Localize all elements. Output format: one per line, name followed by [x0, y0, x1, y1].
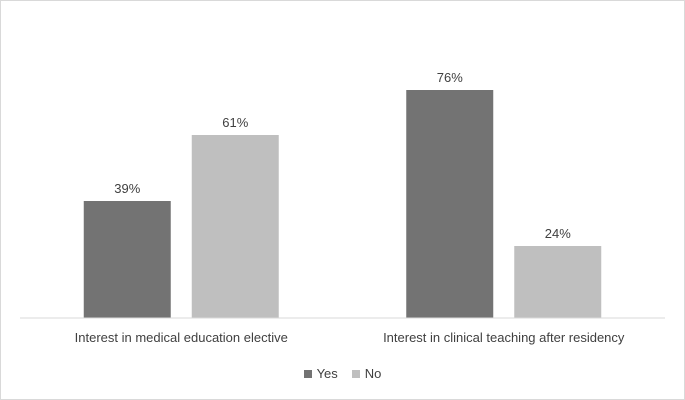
category-label-0: Interest in medical education elective [75, 330, 288, 345]
bar-no-1 [514, 246, 602, 318]
value-labels-layer: 39% 61% 76% 24% [114, 70, 571, 241]
category-labels-layer: Interest in medical education elective In… [75, 330, 625, 345]
data-label-no-0: 61% [222, 115, 248, 130]
legend-item-no: No [351, 366, 382, 381]
data-label-no-1: 24% [545, 226, 571, 241]
legend-label-no: No [364, 366, 382, 381]
legend-label-yes: Yes [316, 366, 338, 381]
bars-layer [83, 90, 602, 318]
legend-item-yes: Yes [303, 366, 338, 381]
category-label-1: Interest in clinical teaching after resi… [383, 330, 625, 345]
legend-swatch-yes [303, 369, 312, 378]
data-label-yes-1: 76% [437, 70, 463, 85]
bar-no-0 [191, 135, 279, 318]
legend-swatch-no [351, 369, 360, 378]
legend: Yes No [0, 366, 685, 381]
bar-yes-1 [406, 90, 494, 318]
data-label-yes-0: 39% [114, 181, 140, 196]
bar-yes-0 [83, 201, 171, 318]
